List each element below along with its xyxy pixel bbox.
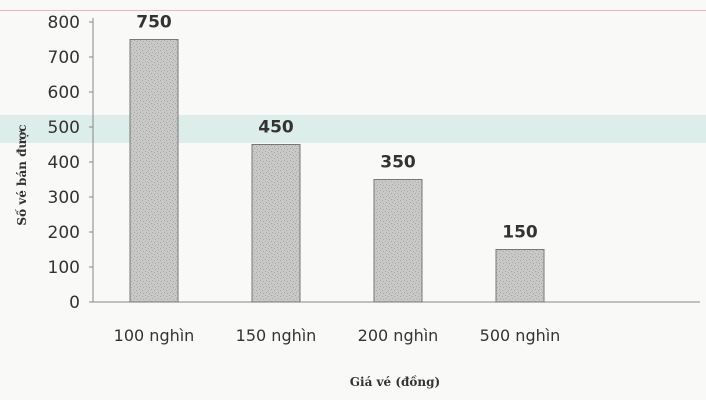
bar: [251, 144, 301, 303]
scan-top-line: [0, 10, 706, 11]
bar: [129, 39, 179, 303]
x-tick-label: 150 nghìn: [236, 326, 317, 345]
y-tick-label: 0: [69, 293, 80, 313]
y-tick-label: 800: [48, 13, 80, 33]
y-tick-label: 200: [48, 223, 80, 243]
bar: [373, 179, 423, 303]
y-tick-label: 700: [48, 48, 80, 68]
y-tick-label: 400: [48, 153, 80, 173]
data-label: 450: [258, 118, 294, 138]
y-tick-label: 500: [48, 118, 80, 138]
bar: [495, 249, 545, 303]
x-tick-label: 200 nghìn: [358, 326, 439, 345]
data-label: 750: [136, 13, 172, 33]
y-axis-label: Số vé bán được: [15, 124, 29, 226]
x-axis-label: Giá vé (đồng): [349, 375, 441, 389]
y-tick-label: 600: [48, 83, 80, 103]
y-tick-label: 100: [48, 258, 80, 278]
scan-highlight-band: [0, 115, 706, 143]
y-tick-label: 300: [48, 188, 80, 208]
data-label: 150: [502, 223, 538, 243]
x-tick-label: 100 nghìn: [114, 326, 195, 345]
data-label: 350: [380, 153, 416, 173]
x-tick-label: 500 nghìn: [480, 326, 561, 345]
